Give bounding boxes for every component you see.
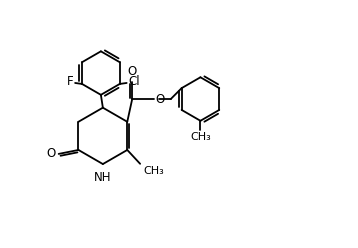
Text: NH: NH [94,171,112,185]
Text: O: O [155,93,165,106]
Text: O: O [127,65,137,78]
Text: Cl: Cl [128,75,140,89]
Text: F: F [67,75,74,89]
Text: O: O [46,147,55,160]
Text: CH₃: CH₃ [190,132,211,142]
Text: CH₃: CH₃ [143,166,164,176]
